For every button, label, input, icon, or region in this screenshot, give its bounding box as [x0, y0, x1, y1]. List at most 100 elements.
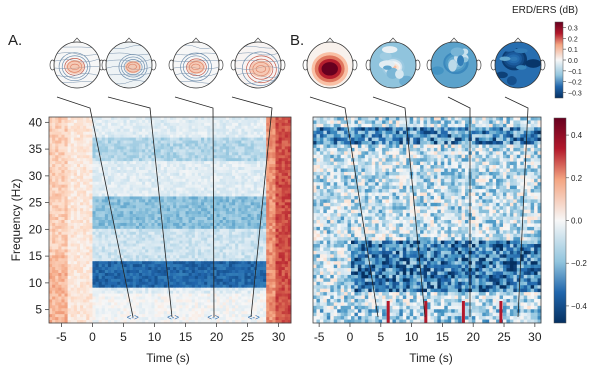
heatmap-a-cell	[58, 178, 62, 183]
heatmap-a-cell	[86, 272, 90, 277]
heatmap-a-cell	[266, 193, 270, 197]
heatmap-a-cell	[179, 178, 183, 183]
heatmap-a-cell	[191, 205, 196, 209]
heatmap-a-cell	[228, 167, 233, 171]
heatmap-a-cell	[49, 199, 53, 203]
heatmap-a-cell	[67, 208, 72, 212]
heatmap-a-cell	[166, 228, 171, 233]
heatmap-a-cell	[148, 270, 152, 274]
heatmap-a-cell	[160, 143, 165, 147]
heatmap-a-cell	[107, 152, 112, 156]
heatmap-a-cell	[114, 152, 118, 156]
heatmap-a-cell	[86, 196, 90, 200]
heatmap-a-cell	[238, 158, 242, 162]
heatmap-a-cell	[179, 284, 183, 289]
heatmap-a-cell	[61, 143, 65, 147]
heatmap-a-cell	[266, 125, 270, 130]
heatmap-a-cell	[120, 220, 124, 224]
heatmap-a-cell	[98, 214, 103, 218]
heatmap-a-cell	[185, 137, 190, 141]
heatmap-a-cell	[191, 267, 196, 271]
heatmap-a-cell	[194, 155, 199, 159]
heatmap-a-cell	[173, 270, 177, 274]
heatmap-a-cell	[55, 152, 59, 156]
heatmap-a-cell	[210, 131, 214, 136]
heatmap-a-cell	[104, 211, 109, 215]
heatmap-a-cell	[145, 146, 149, 150]
heatmap-a-cell	[235, 143, 239, 147]
heatmap-a-cell	[170, 275, 174, 280]
heatmap-a-cell	[179, 125, 183, 130]
heatmap-a-cell	[176, 287, 180, 292]
heatmap-a-cell	[222, 255, 227, 259]
heatmap-a-cell	[160, 255, 165, 259]
heatmap-a-cell	[148, 275, 152, 280]
heatmap-a-cell	[49, 243, 53, 247]
heatmap-a-cell	[132, 252, 137, 256]
heatmap-a-cell	[216, 152, 221, 156]
heatmap-a-cell	[222, 211, 227, 215]
heatmap-a-cell	[266, 264, 270, 268]
heatmap-a-cell	[135, 240, 140, 244]
topomap-outline	[234, 41, 282, 89]
heatmap-a-cell	[207, 284, 211, 289]
heatmap-a-cell	[179, 264, 183, 268]
heatmap-a-cell	[117, 122, 121, 127]
heatmap-a-cell	[151, 161, 155, 165]
heatmap-a-cell	[157, 290, 162, 294]
heatmap-a-cell	[126, 220, 131, 224]
heatmap-a-cell	[219, 146, 224, 150]
heatmap-a-cell	[238, 178, 242, 183]
heatmap-a-cell	[287, 264, 292, 268]
heatmap-a-cell	[52, 270, 56, 274]
heatmap-a-cell	[275, 234, 279, 239]
heatmap-a-cell	[135, 152, 140, 156]
heatmap-a-cell	[145, 296, 149, 300]
heatmap-a-cell	[58, 161, 62, 165]
heatmap-a-cell	[216, 161, 221, 165]
heatmap-a-cell	[73, 122, 78, 127]
heatmap-a-cell	[160, 284, 165, 289]
heatmap-a-cell	[86, 290, 90, 294]
heatmap-a-cell	[191, 208, 196, 212]
heatmap-a-cell	[197, 272, 202, 277]
heatmap-a-cell	[287, 158, 292, 162]
heatmap-a-cell	[49, 122, 53, 127]
heatmap-a-cell	[64, 202, 69, 206]
heatmap-a-cell	[259, 228, 264, 233]
heatmap-a-cell	[250, 172, 255, 177]
heatmap-a-cell	[111, 164, 115, 168]
heatmap-a-cell	[104, 275, 109, 280]
heatmap-a-cell	[194, 199, 199, 203]
heatmap-a-cell	[216, 214, 221, 218]
heatmap-a-cell	[104, 240, 109, 244]
heatmap-a-cell	[235, 234, 239, 239]
heatmap-a-cell	[123, 184, 127, 189]
heatmap-a-cell	[55, 193, 59, 197]
heatmap-a-cell	[73, 284, 78, 289]
heatmap-a-cell	[238, 117, 242, 121]
heatmap-a-cell	[188, 290, 193, 294]
heatmap-a-cell	[111, 199, 115, 203]
heatmap-a-cell	[80, 152, 84, 156]
heatmap-a-cell	[67, 246, 72, 250]
heatmap-a-cell	[185, 119, 190, 124]
heatmap-a-cell	[204, 184, 208, 189]
heatmap-a-cell	[287, 278, 292, 283]
topomap-blob	[250, 60, 272, 78]
heatmap-a-cell	[228, 155, 233, 159]
heatmap-a-cell	[126, 164, 131, 168]
heatmap-a-cell	[275, 131, 279, 136]
heatmap-a-cell	[160, 149, 165, 153]
heatmap-a-cell	[170, 187, 174, 191]
heatmap-a-cell	[232, 205, 236, 209]
heatmap-a-cell	[58, 217, 62, 221]
heatmap-a-cell	[151, 172, 155, 177]
heatmap-a-cell	[95, 237, 100, 241]
heatmap-a-cell	[166, 137, 171, 141]
heatmap-a-cell	[278, 225, 283, 230]
heatmap-a-cell	[188, 193, 193, 197]
heatmap-a-cell	[98, 231, 103, 236]
topomap-patch	[506, 76, 517, 86]
heatmap-a-cell	[148, 284, 152, 289]
